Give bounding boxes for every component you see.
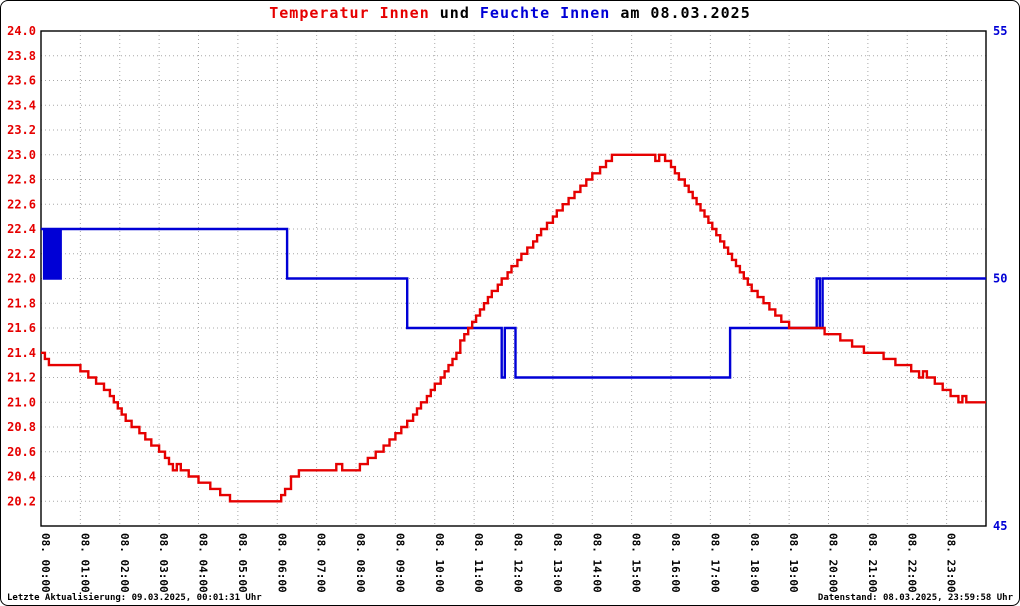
y-left-tick-label: 24.0 [7,24,36,38]
x-tick-label: 08. 14:00 [590,533,603,593]
humidity-series-line [41,227,986,379]
title-date-part: am 08.03.2025 [610,4,751,22]
y-left-tick-label: 21.4 [7,346,36,360]
x-tick-label: 08. 03:00 [157,533,170,593]
y-left-tick-label: 22.0 [7,272,36,286]
y-left-tick-label: 23.6 [7,74,36,88]
y-left-tick-label: 21.8 [7,296,36,310]
x-tick-label: 08. 04:00 [197,533,210,593]
data-state-text: Datenstand: 08.03.2025, 23:59:58 Uhr [817,593,1013,603]
y-left-tick-label: 21.6 [7,321,36,335]
y-left-tick-label: 22.2 [7,247,36,261]
y-left-tick-label: 23.0 [7,148,36,162]
x-tick-label: 08. 15:00 [630,533,643,593]
x-tick-label: 08. 19:00 [787,533,800,593]
y-left-tick-label: 21.0 [7,395,36,409]
y-left-tick-label: 21.2 [7,371,36,385]
y-left-tick-label: 23.2 [7,123,36,137]
title-conjunction: und [429,4,480,22]
y-left-tick-label: 22.4 [7,222,36,236]
y-right-tick-label: 50 [993,272,1007,286]
x-tick-label: 08. 02:00 [118,533,131,593]
chart-title: Temperatur Innen und Feuchte Innen am 08… [1,4,1019,22]
y-left-tick-label: 20.8 [7,420,36,434]
x-tick-label: 08. 20:00 [827,533,840,593]
x-tick-label: 08. 13:00 [551,533,564,593]
temperature-series-line [41,153,986,503]
title-temperature-part: Temperatur Innen [269,4,430,22]
y-left-tick-label: 23.4 [7,98,36,112]
x-tick-label: 08. 08:00 [354,533,367,593]
x-tick-label: 08. 10:00 [433,533,446,593]
y-left-tick-label: 22.6 [7,197,36,211]
x-tick-label: 08. 18:00 [748,533,761,593]
x-tick-label: 08. 22:00 [905,533,918,593]
x-tick-label: 08. 21:00 [866,533,879,593]
x-tick-label: 08. 05:00 [236,533,249,593]
x-tick-label: 08. 01:00 [78,533,91,593]
x-tick-label: 08. 17:00 [708,533,721,593]
x-tick-label: 08. 07:00 [315,533,328,593]
x-tick-label: 08. 06:00 [275,533,288,593]
y-left-tick-label: 22.8 [7,173,36,187]
x-tick-label: 08. 09:00 [393,533,406,593]
x-tick-label: 08. 11:00 [472,533,485,593]
x-tick-label: 08. 23:00 [945,533,958,593]
last-update-text: Letzte Aktualisierung: 09.03.2025, 00:01… [7,593,262,603]
y-left-tick-label: 20.2 [7,494,36,508]
x-tick-label: 08. 12:00 [512,533,525,593]
y-left-tick-label: 20.6 [7,445,36,459]
y-left-tick-label: 23.8 [7,49,36,63]
y-left-tick-label: 20.4 [7,470,36,484]
x-tick-label: 08. 00:00 [39,533,52,593]
title-humidity-part: Feuchte Innen [479,4,611,22]
y-right-tick-label: 55 [993,24,1007,38]
y-right-tick-label: 45 [993,519,1007,533]
x-tick-label: 08. 16:00 [669,533,682,593]
